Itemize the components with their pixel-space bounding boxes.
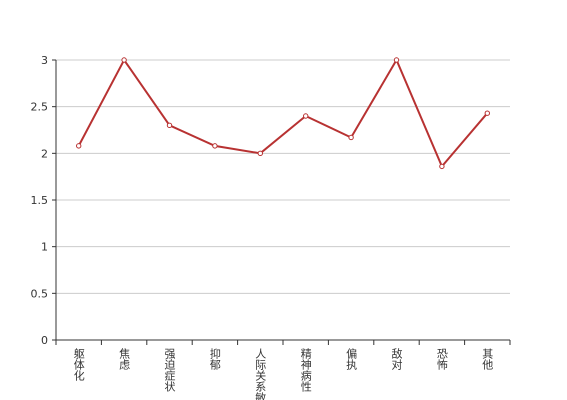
data-point bbox=[166, 122, 173, 129]
x-tick-label: 偏执 bbox=[345, 347, 358, 371]
data-point bbox=[76, 143, 82, 149]
y-tick-label: 1 bbox=[41, 241, 48, 254]
y-tick-label: 0 bbox=[41, 334, 48, 347]
y-tick-label: 1.5 bbox=[31, 194, 49, 207]
x-tick-label: 人际关系敏感 bbox=[254, 348, 267, 400]
data-point bbox=[121, 57, 127, 63]
data-point bbox=[393, 57, 400, 63]
data-point bbox=[484, 110, 490, 116]
x-tick-label: 抑郁 bbox=[208, 347, 221, 370]
y-tick-label: 0.5 bbox=[31, 287, 49, 300]
data-point bbox=[439, 163, 445, 170]
x-tick-label: 精神病性 bbox=[299, 348, 312, 393]
data-point bbox=[257, 150, 263, 157]
y-tick-label: 2.5 bbox=[31, 101, 49, 114]
x-tick-label: 敌对 bbox=[390, 347, 403, 370]
data-point bbox=[348, 134, 354, 141]
x-tick-label: 恐怖 bbox=[435, 348, 448, 370]
data-point bbox=[212, 143, 218, 149]
x-tick-label: 其他 bbox=[481, 348, 494, 370]
data-line bbox=[77, 57, 489, 169]
x-tick-label: 躯体化 bbox=[72, 348, 85, 382]
data-point bbox=[303, 113, 309, 119]
x-tick-label: 焦虑 bbox=[118, 348, 131, 370]
y-tick-label: 2 bbox=[41, 147, 48, 160]
x-tick-label: 强迫症状 bbox=[163, 348, 176, 392]
y-tick-label: 3 bbox=[41, 54, 48, 67]
